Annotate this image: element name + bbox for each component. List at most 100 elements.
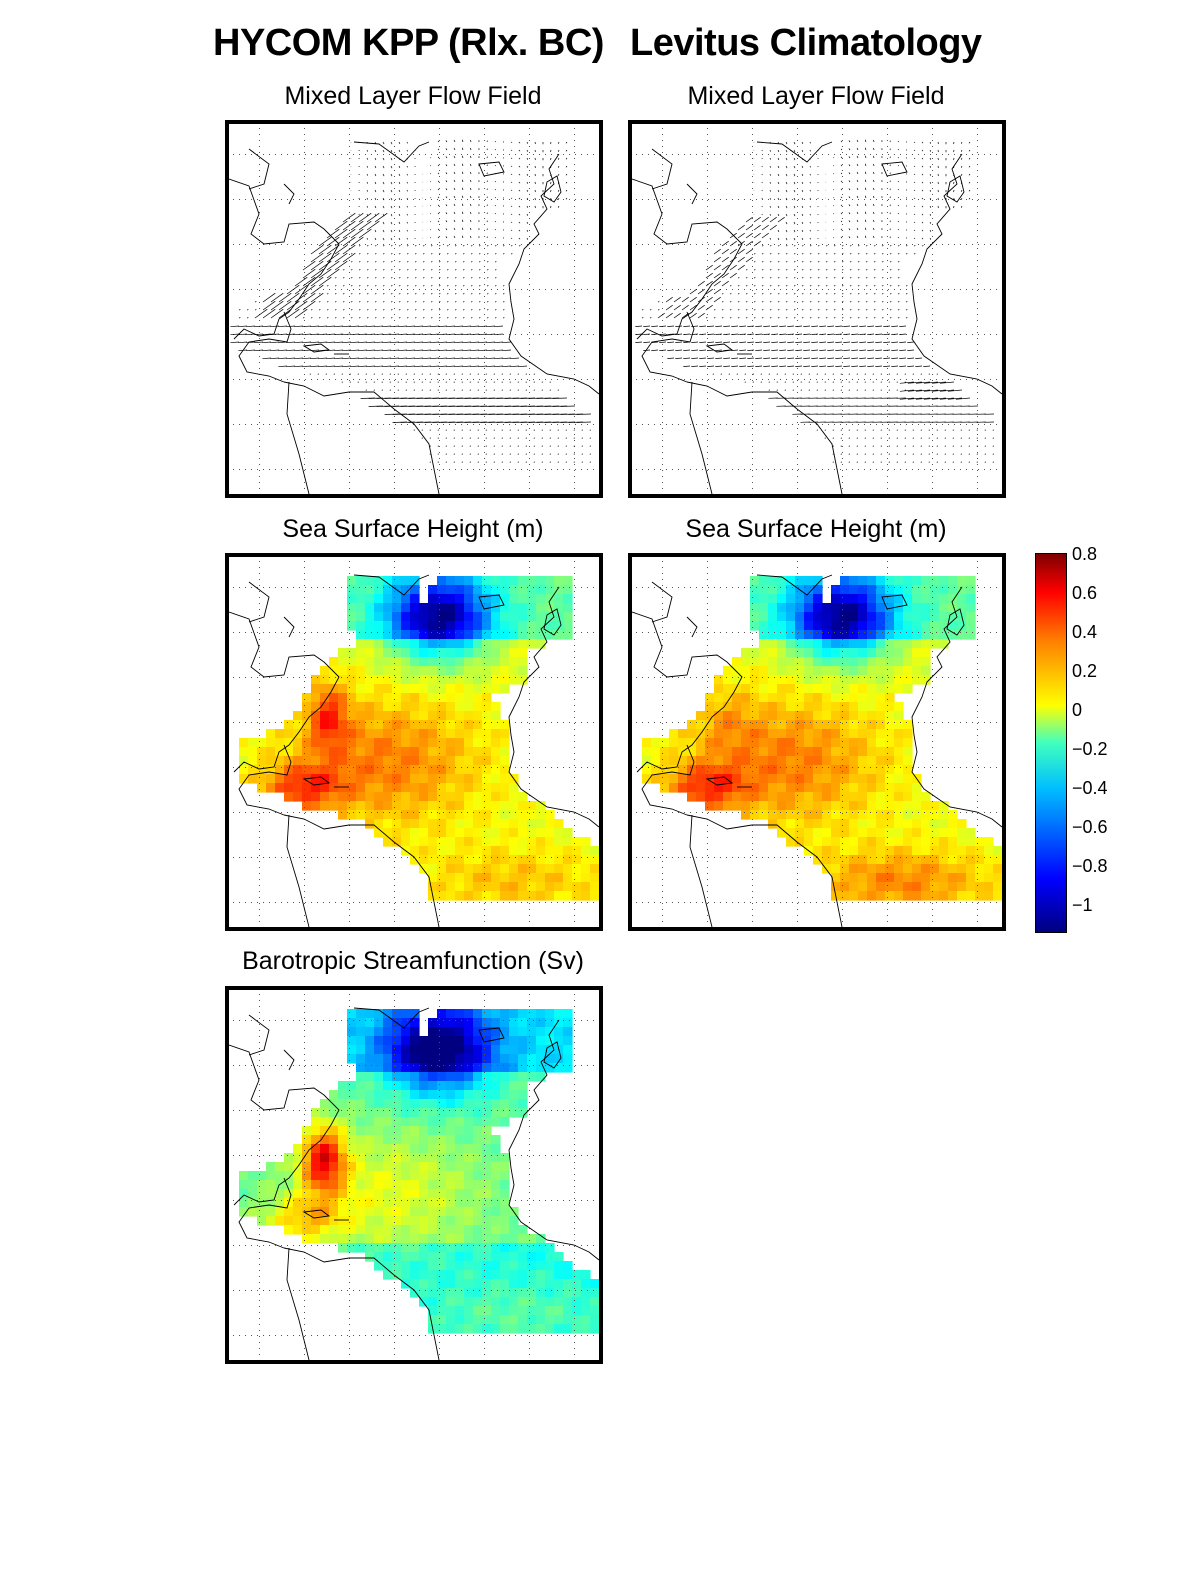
grid-dot (394, 188, 395, 189)
field-cell (482, 819, 492, 829)
grid-dot (349, 446, 350, 447)
grid-dot (662, 428, 663, 429)
grid-dot (365, 424, 366, 425)
field-cell (311, 774, 321, 784)
flow-vector (665, 296, 673, 303)
flow-vector (390, 325, 400, 328)
grid-dot (678, 199, 679, 200)
flow-vector (643, 333, 651, 335)
grid-dot (707, 170, 708, 171)
grid-dot (960, 334, 961, 335)
flow-vector (929, 221, 932, 224)
grid-dot (978, 154, 979, 155)
field-cell (446, 756, 456, 766)
field-cell (365, 792, 375, 802)
field-cell (527, 837, 537, 847)
grid-dot (574, 458, 575, 459)
flow-vector (931, 381, 947, 384)
flow-vector (785, 173, 788, 177)
flow-vector (270, 300, 284, 311)
grid-dot (329, 469, 330, 470)
grid-dot (529, 170, 530, 171)
grid-dot (497, 289, 498, 290)
grid-dot (317, 334, 318, 335)
grid-dot (349, 350, 350, 351)
flow-vector (929, 197, 932, 200)
grid-dot (887, 182, 888, 183)
field-cell (473, 846, 483, 856)
grid-dot (797, 212, 798, 213)
field-cell (509, 846, 519, 856)
field-cell (491, 711, 501, 721)
flow-vector (657, 312, 665, 319)
flow-vector (334, 228, 348, 239)
field-cell (536, 594, 546, 604)
field-cell (509, 855, 519, 865)
grid-dot (259, 386, 260, 387)
flow-vector (350, 333, 360, 336)
flow-vector (382, 173, 385, 177)
field-cell (392, 693, 402, 703)
field-cell (554, 846, 564, 856)
grid-dot (515, 199, 516, 200)
field-cell (473, 792, 483, 802)
grid-dot (473, 469, 474, 470)
field-cell (590, 855, 599, 865)
flow-vector (769, 157, 771, 160)
flow-vector (883, 325, 891, 327)
grid-dot (797, 398, 798, 399)
grid-dot (707, 368, 708, 369)
grid-dot (259, 380, 260, 381)
grid-dot (707, 218, 708, 219)
flow-vector (406, 173, 408, 176)
grid-dot (977, 440, 978, 441)
flow-vector (414, 349, 424, 352)
grid-dot (439, 464, 440, 465)
grid-dot (842, 446, 843, 447)
grid-dot (394, 440, 395, 441)
grid-dot (888, 154, 889, 155)
grid-dot (304, 398, 305, 399)
field-cell (446, 576, 456, 586)
flow-vector (899, 381, 915, 384)
flow-vector (827, 365, 835, 367)
grid-dot (678, 379, 679, 380)
flow-vector (793, 197, 796, 201)
grid-dot (924, 154, 925, 155)
grid-dot (797, 482, 798, 483)
grid-dot (888, 289, 889, 290)
grid-dot (574, 362, 575, 363)
flow-vectors (635, 139, 995, 463)
grid-dot (259, 284, 260, 285)
field-cell (374, 630, 384, 640)
grid-dot (816, 199, 817, 200)
grid-dot (349, 416, 350, 417)
grid-dot (846, 469, 847, 470)
grid-dot (696, 379, 697, 380)
flow-vector (462, 349, 472, 352)
flow-vector (398, 197, 401, 201)
flow-vector (454, 349, 464, 352)
grid-dot (636, 289, 637, 290)
flow-vector (947, 389, 963, 392)
field-cell (284, 783, 294, 793)
grid-dot (842, 308, 843, 309)
grid-dot (439, 128, 440, 129)
flow-vector (867, 357, 875, 359)
field-cell (383, 585, 393, 595)
grid-dot (932, 170, 933, 171)
flow-vector (848, 204, 851, 207)
grid-dot (887, 200, 888, 201)
field-cell (518, 612, 528, 622)
field-cell (482, 693, 492, 703)
grid-dot (304, 296, 305, 297)
field-cell (491, 648, 501, 658)
flow-vector (486, 357, 496, 360)
flow-vector (795, 349, 803, 351)
grid-dot (349, 188, 350, 189)
field-cell (401, 648, 411, 658)
flow-vector (453, 155, 456, 159)
grid-dot (335, 289, 336, 290)
field-cell (401, 747, 411, 757)
grid-dot (515, 289, 516, 290)
